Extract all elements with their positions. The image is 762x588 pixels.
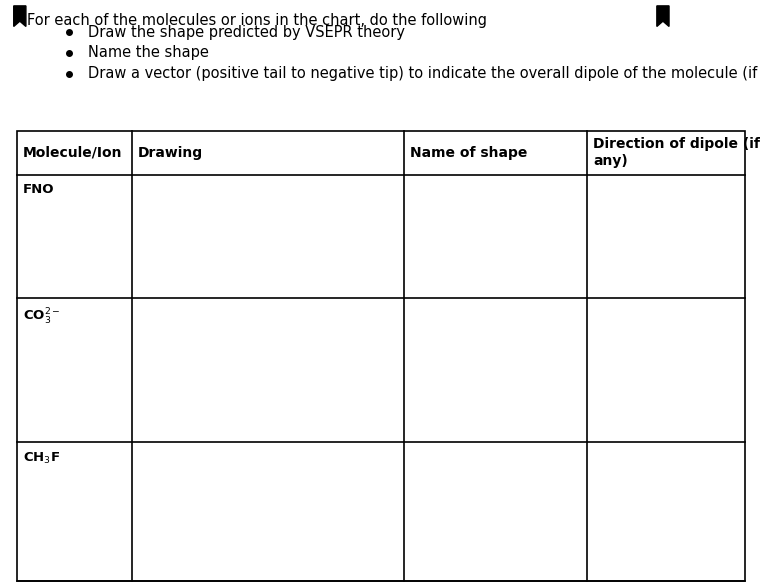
Text: For each of the molecules or ions in the chart, do the following: For each of the molecules or ions in the… bbox=[27, 13, 488, 28]
Bar bbox=[17, 131, 745, 581]
Polygon shape bbox=[657, 6, 669, 26]
Text: CO$_3^{2-}$: CO$_3^{2-}$ bbox=[23, 306, 60, 326]
Text: Name the shape: Name the shape bbox=[88, 45, 209, 61]
Text: Direction of dipole (if
any): Direction of dipole (if any) bbox=[594, 137, 760, 168]
Polygon shape bbox=[14, 6, 26, 26]
Text: Draw the shape predicted by VSEPR theory: Draw the shape predicted by VSEPR theory bbox=[88, 25, 405, 40]
Text: Draw a vector (positive tail to negative tip) to indicate the overall dipole of : Draw a vector (positive tail to negative… bbox=[88, 66, 762, 81]
Text: Name of shape: Name of shape bbox=[410, 146, 527, 159]
Text: CH$_3$F: CH$_3$F bbox=[23, 450, 60, 466]
Text: FNO: FNO bbox=[23, 183, 54, 196]
Text: Molecule/Ion: Molecule/Ion bbox=[23, 146, 123, 159]
Text: Drawing: Drawing bbox=[138, 146, 203, 159]
